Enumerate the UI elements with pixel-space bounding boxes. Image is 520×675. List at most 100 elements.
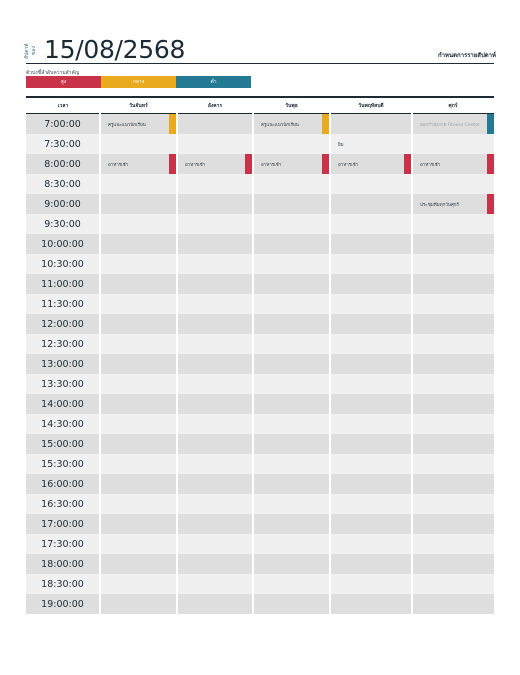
schedule-cell-thursday[interactable]: ยิม xyxy=(330,134,413,154)
schedule-cell-thursday[interactable] xyxy=(330,334,413,354)
schedule-cell-wednesday[interactable] xyxy=(253,274,331,294)
schedule-cell-wednesday[interactable] xyxy=(253,414,331,434)
schedule-cell-wednesday[interactable] xyxy=(253,574,331,594)
schedule-cell-thursday[interactable] xyxy=(330,294,413,314)
schedule-cell-thursday[interactable] xyxy=(330,174,413,194)
schedule-cell-monday[interactable] xyxy=(100,594,178,614)
schedule-cell-tuesday[interactable] xyxy=(177,254,254,274)
schedule-cell-monday[interactable]: ครูแนะแนวนักเรียน xyxy=(100,113,178,134)
schedule-cell-thursday[interactable] xyxy=(330,474,413,494)
schedule-cell-friday[interactable] xyxy=(412,554,494,574)
schedule-cell-monday[interactable] xyxy=(100,494,178,514)
schedule-cell-monday[interactable] xyxy=(100,334,178,354)
schedule-cell-tuesday[interactable] xyxy=(177,554,254,574)
schedule-cell-friday[interactable] xyxy=(412,514,494,534)
schedule-cell-thursday[interactable] xyxy=(330,354,413,374)
schedule-cell-wednesday[interactable] xyxy=(253,554,331,574)
schedule-cell-tuesday[interactable] xyxy=(177,434,254,454)
schedule-cell-wednesday[interactable] xyxy=(253,254,331,274)
schedule-cell-thursday[interactable] xyxy=(330,574,413,594)
schedule-cell-tuesday[interactable] xyxy=(177,194,254,214)
schedule-cell-monday[interactable] xyxy=(100,574,178,594)
schedule-cell-thursday[interactable] xyxy=(330,314,413,334)
schedule-cell-friday[interactable] xyxy=(412,314,494,334)
schedule-cell-friday[interactable] xyxy=(412,414,494,434)
schedule-cell-wednesday[interactable] xyxy=(253,314,331,334)
schedule-cell-wednesday[interactable] xyxy=(253,354,331,374)
schedule-cell-thursday[interactable] xyxy=(330,214,413,234)
schedule-cell-tuesday[interactable] xyxy=(177,414,254,434)
schedule-cell-tuesday[interactable] xyxy=(177,113,254,134)
schedule-cell-thursday[interactable] xyxy=(330,554,413,574)
schedule-cell-monday[interactable] xyxy=(100,554,178,574)
schedule-cell-thursday[interactable] xyxy=(330,254,413,274)
week-date[interactable]: 15/08/2568 xyxy=(44,35,186,64)
schedule-cell-monday[interactable] xyxy=(100,414,178,434)
schedule-cell-friday[interactable] xyxy=(412,454,494,474)
schedule-cell-tuesday[interactable] xyxy=(177,374,254,394)
schedule-cell-monday[interactable] xyxy=(100,314,178,334)
schedule-cell-wednesday[interactable] xyxy=(253,334,331,354)
schedule-cell-thursday[interactable] xyxy=(330,374,413,394)
schedule-cell-friday[interactable] xyxy=(412,354,494,374)
schedule-cell-monday[interactable] xyxy=(100,134,178,154)
schedule-cell-tuesday[interactable] xyxy=(177,274,254,294)
schedule-cell-tuesday[interactable] xyxy=(177,394,254,414)
schedule-cell-monday[interactable] xyxy=(100,254,178,274)
schedule-cell-thursday[interactable] xyxy=(330,494,413,514)
schedule-cell-friday[interactable] xyxy=(412,494,494,514)
schedule-cell-friday[interactable] xyxy=(412,254,494,274)
schedule-cell-tuesday[interactable] xyxy=(177,494,254,514)
schedule-cell-friday[interactable] xyxy=(412,174,494,194)
schedule-cell-monday[interactable] xyxy=(100,434,178,454)
schedule-cell-thursday[interactable] xyxy=(330,534,413,554)
schedule-cell-tuesday[interactable] xyxy=(177,474,254,494)
schedule-cell-thursday[interactable] xyxy=(330,594,413,614)
schedule-cell-friday[interactable] xyxy=(412,214,494,234)
schedule-cell-monday[interactable] xyxy=(100,174,178,194)
schedule-cell-wednesday[interactable] xyxy=(253,434,331,454)
schedule-cell-friday[interactable] xyxy=(412,234,494,254)
schedule-cell-monday[interactable] xyxy=(100,394,178,414)
schedule-cell-monday[interactable] xyxy=(100,374,178,394)
schedule-cell-friday[interactable] xyxy=(412,274,494,294)
schedule-cell-tuesday[interactable] xyxy=(177,594,254,614)
schedule-cell-wednesday[interactable] xyxy=(253,294,331,314)
schedule-cell-friday[interactable] xyxy=(412,294,494,314)
schedule-cell-tuesday[interactable] xyxy=(177,574,254,594)
schedule-cell-thursday[interactable] xyxy=(330,274,413,294)
schedule-cell-friday[interactable] xyxy=(412,594,494,614)
schedule-cell-thursday[interactable] xyxy=(330,414,413,434)
schedule-cell-wednesday[interactable] xyxy=(253,374,331,394)
schedule-cell-friday[interactable] xyxy=(412,474,494,494)
schedule-cell-monday[interactable] xyxy=(100,534,178,554)
schedule-cell-tuesday[interactable] xyxy=(177,354,254,374)
schedule-cell-monday[interactable] xyxy=(100,274,178,294)
schedule-cell-friday[interactable]: อาหารเช้า xyxy=(412,154,494,174)
schedule-cell-wednesday[interactable] xyxy=(253,194,331,214)
schedule-cell-friday[interactable] xyxy=(412,434,494,454)
schedule-cell-friday[interactable] xyxy=(412,374,494,394)
schedule-cell-tuesday[interactable] xyxy=(177,174,254,194)
schedule-cell-tuesday[interactable] xyxy=(177,294,254,314)
schedule-cell-friday[interactable] xyxy=(412,534,494,554)
schedule-cell-thursday[interactable] xyxy=(330,394,413,414)
schedule-cell-wednesday[interactable] xyxy=(253,594,331,614)
schedule-cell-tuesday[interactable] xyxy=(177,514,254,534)
schedule-cell-thursday[interactable] xyxy=(330,454,413,474)
schedule-cell-wednesday[interactable] xyxy=(253,474,331,494)
schedule-cell-thursday[interactable]: อาหารเช้า xyxy=(330,154,413,174)
schedule-cell-wednesday[interactable] xyxy=(253,534,331,554)
schedule-cell-monday[interactable] xyxy=(100,354,178,374)
schedule-cell-thursday[interactable] xyxy=(330,194,413,214)
schedule-cell-friday[interactable] xyxy=(412,134,494,154)
schedule-cell-tuesday[interactable] xyxy=(177,234,254,254)
schedule-cell-monday[interactable]: อาหารเช้า xyxy=(100,154,178,174)
schedule-cell-wednesday[interactable] xyxy=(253,174,331,194)
schedule-cell-wednesday[interactable] xyxy=(253,234,331,254)
schedule-cell-thursday[interactable] xyxy=(330,514,413,534)
schedule-cell-monday[interactable] xyxy=(100,514,178,534)
schedule-cell-wednesday[interactable]: อาหารเช้า xyxy=(253,154,331,174)
schedule-cell-wednesday[interactable] xyxy=(253,514,331,534)
schedule-cell-tuesday[interactable] xyxy=(177,454,254,474)
